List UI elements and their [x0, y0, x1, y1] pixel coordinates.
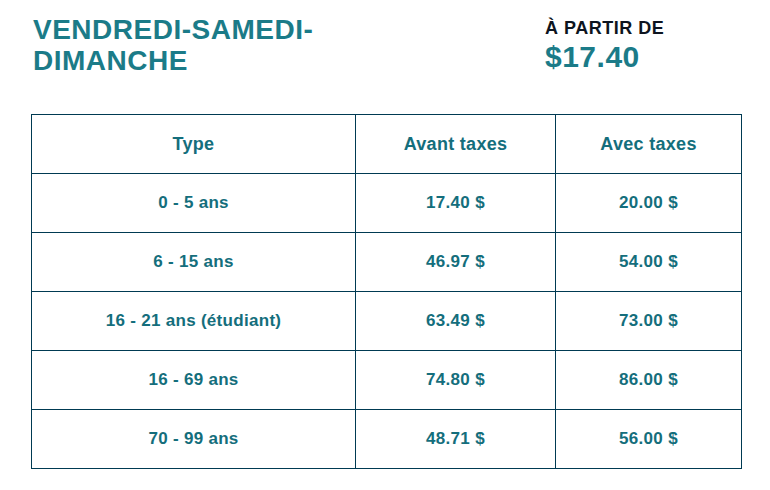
type-cell: 70 - 99 ans: [32, 410, 356, 469]
type-cell: 0 - 5 ans: [32, 174, 356, 233]
price-callout-label: À PARTIR DE: [545, 18, 664, 39]
table-row: 70 - 99 ans 48.71 $ 56.00 $: [32, 410, 742, 469]
avec-taxes-cell: 86.00 $: [556, 351, 742, 410]
avec-taxes-cell: 54.00 $: [556, 233, 742, 292]
price-callout-value: $17.40: [545, 41, 664, 73]
avec-taxes-cell: 56.00 $: [556, 410, 742, 469]
avant-taxes-cell: 17.40 $: [356, 174, 556, 233]
column-header-avec-taxes: Avec taxes: [556, 115, 742, 174]
avant-taxes-cell: 74.80 $: [356, 351, 556, 410]
table-row: 6 - 15 ans 46.97 $ 54.00 $: [32, 233, 742, 292]
avec-taxes-cell: 20.00 $: [556, 174, 742, 233]
table-row: 16 - 21 ans (étudiant) 63.49 $ 73.00 $: [32, 292, 742, 351]
table-row: 0 - 5 ans 17.40 $ 20.00 $: [32, 174, 742, 233]
type-cell: 6 - 15 ans: [32, 233, 356, 292]
page-title: VENDREDI-SAMEDI-DIMANCHE: [33, 14, 433, 76]
price-callout: À PARTIR DE $17.40: [545, 18, 664, 73]
avec-taxes-cell: 73.00 $: [556, 292, 742, 351]
table-row: 16 - 69 ans 74.80 $ 86.00 $: [32, 351, 742, 410]
column-header-type: Type: [32, 115, 356, 174]
pricing-table: Type Avant taxes Avec taxes 0 - 5 ans 17…: [31, 114, 742, 469]
avant-taxes-cell: 63.49 $: [356, 292, 556, 351]
type-cell: 16 - 69 ans: [32, 351, 356, 410]
avant-taxes-cell: 48.71 $: [356, 410, 556, 469]
table-header-row: Type Avant taxes Avec taxes: [32, 115, 742, 174]
type-cell: 16 - 21 ans (étudiant): [32, 292, 356, 351]
column-header-avant-taxes: Avant taxes: [356, 115, 556, 174]
avant-taxes-cell: 46.97 $: [356, 233, 556, 292]
